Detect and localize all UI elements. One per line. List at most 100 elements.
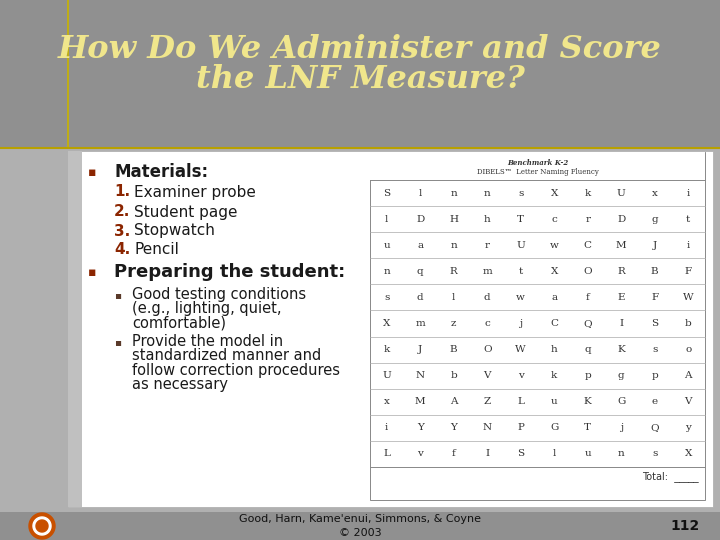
- Text: Q: Q: [583, 319, 592, 328]
- Text: x: x: [652, 188, 657, 198]
- Text: h: h: [484, 214, 490, 224]
- Text: 3.: 3.: [114, 224, 130, 239]
- Text: u: u: [585, 449, 591, 458]
- Text: D: D: [416, 214, 424, 224]
- Text: J: J: [418, 345, 423, 354]
- Text: S: S: [383, 188, 390, 198]
- Text: j: j: [620, 423, 623, 433]
- Text: U: U: [516, 241, 525, 249]
- Text: X: X: [685, 449, 692, 458]
- Text: I: I: [619, 319, 624, 328]
- Text: S: S: [651, 319, 658, 328]
- Text: B: B: [450, 345, 458, 354]
- Text: X: X: [551, 267, 558, 276]
- Text: S: S: [517, 449, 524, 458]
- Text: p: p: [652, 371, 658, 380]
- Text: t: t: [518, 267, 523, 276]
- Text: q: q: [585, 345, 591, 354]
- Text: 112: 112: [671, 519, 700, 533]
- Text: the LNF Measure?: the LNF Measure?: [196, 64, 524, 96]
- Text: n: n: [451, 188, 457, 198]
- Text: l: l: [385, 214, 388, 224]
- Text: Pencil: Pencil: [134, 242, 179, 258]
- Text: u: u: [551, 397, 557, 406]
- Text: q: q: [417, 267, 423, 276]
- Text: comfortable): comfortable): [132, 315, 226, 330]
- Text: How Do We Administer and Score: How Do We Administer and Score: [58, 35, 662, 65]
- Text: i: i: [687, 188, 690, 198]
- Text: a: a: [552, 293, 557, 302]
- Text: H: H: [449, 214, 458, 224]
- Text: F: F: [685, 267, 692, 276]
- Text: k: k: [585, 188, 591, 198]
- Text: u: u: [384, 241, 390, 249]
- FancyBboxPatch shape: [370, 152, 705, 500]
- FancyBboxPatch shape: [370, 152, 705, 180]
- Text: W: W: [516, 345, 526, 354]
- Text: b: b: [451, 371, 457, 380]
- Text: f: f: [586, 293, 590, 302]
- Text: s: s: [652, 449, 657, 458]
- Text: z: z: [451, 319, 456, 328]
- Text: n: n: [383, 267, 390, 276]
- Text: Good testing conditions: Good testing conditions: [132, 287, 306, 302]
- Text: K: K: [584, 397, 592, 406]
- Text: U: U: [382, 371, 391, 380]
- Text: V: V: [484, 371, 491, 380]
- Text: n: n: [484, 188, 490, 198]
- Polygon shape: [36, 520, 48, 532]
- Text: I: I: [485, 449, 490, 458]
- Text: T: T: [584, 423, 591, 433]
- Text: 4.: 4.: [114, 242, 130, 258]
- Text: G: G: [617, 397, 626, 406]
- Text: X: X: [551, 188, 558, 198]
- Text: d: d: [417, 293, 423, 302]
- FancyBboxPatch shape: [0, 148, 720, 512]
- Text: R: R: [450, 267, 458, 276]
- Polygon shape: [29, 513, 55, 539]
- Text: Y: Y: [417, 423, 423, 433]
- Text: O: O: [483, 345, 492, 354]
- Text: o: o: [685, 345, 691, 354]
- Text: y: y: [685, 423, 691, 433]
- Text: N: N: [415, 371, 425, 380]
- Text: R: R: [617, 267, 625, 276]
- Text: w: w: [550, 241, 559, 249]
- Text: L: L: [517, 397, 524, 406]
- Text: s: s: [384, 293, 390, 302]
- Text: p: p: [585, 371, 591, 380]
- Text: V: V: [685, 397, 692, 406]
- Text: (e.g., lighting, quiet,: (e.g., lighting, quiet,: [132, 301, 282, 316]
- Text: Good, Harn, Kame'enui, Simmons, & Coyne
© 2003: Good, Harn, Kame'enui, Simmons, & Coyne …: [239, 515, 481, 538]
- Text: r: r: [485, 241, 490, 249]
- Text: Z: Z: [484, 397, 491, 406]
- FancyBboxPatch shape: [68, 151, 713, 507]
- Text: ▪: ▪: [114, 337, 121, 347]
- Text: k: k: [551, 371, 557, 380]
- Text: as necessary: as necessary: [132, 376, 228, 392]
- Text: L: L: [383, 449, 390, 458]
- Text: P: P: [517, 423, 524, 433]
- Text: ▪: ▪: [88, 266, 96, 279]
- Text: M: M: [415, 397, 426, 406]
- Text: T: T: [517, 214, 524, 224]
- Text: c: c: [552, 214, 557, 224]
- Text: C: C: [550, 319, 558, 328]
- Text: l: l: [452, 293, 456, 302]
- Text: d: d: [484, 293, 490, 302]
- Text: F: F: [651, 293, 658, 302]
- Text: w: w: [516, 293, 525, 302]
- Text: D: D: [617, 214, 626, 224]
- Text: v: v: [518, 371, 523, 380]
- Text: n: n: [618, 449, 625, 458]
- Text: t: t: [686, 214, 690, 224]
- Text: Student page: Student page: [134, 205, 238, 219]
- Text: A: A: [685, 371, 692, 380]
- Text: x: x: [384, 397, 390, 406]
- Text: N: N: [482, 423, 492, 433]
- Text: standardized manner and: standardized manner and: [132, 348, 321, 363]
- Text: ▪: ▪: [88, 165, 96, 179]
- Text: Stopwatch: Stopwatch: [134, 224, 215, 239]
- Text: U: U: [617, 188, 626, 198]
- Text: Total:  _____: Total: _____: [642, 471, 699, 482]
